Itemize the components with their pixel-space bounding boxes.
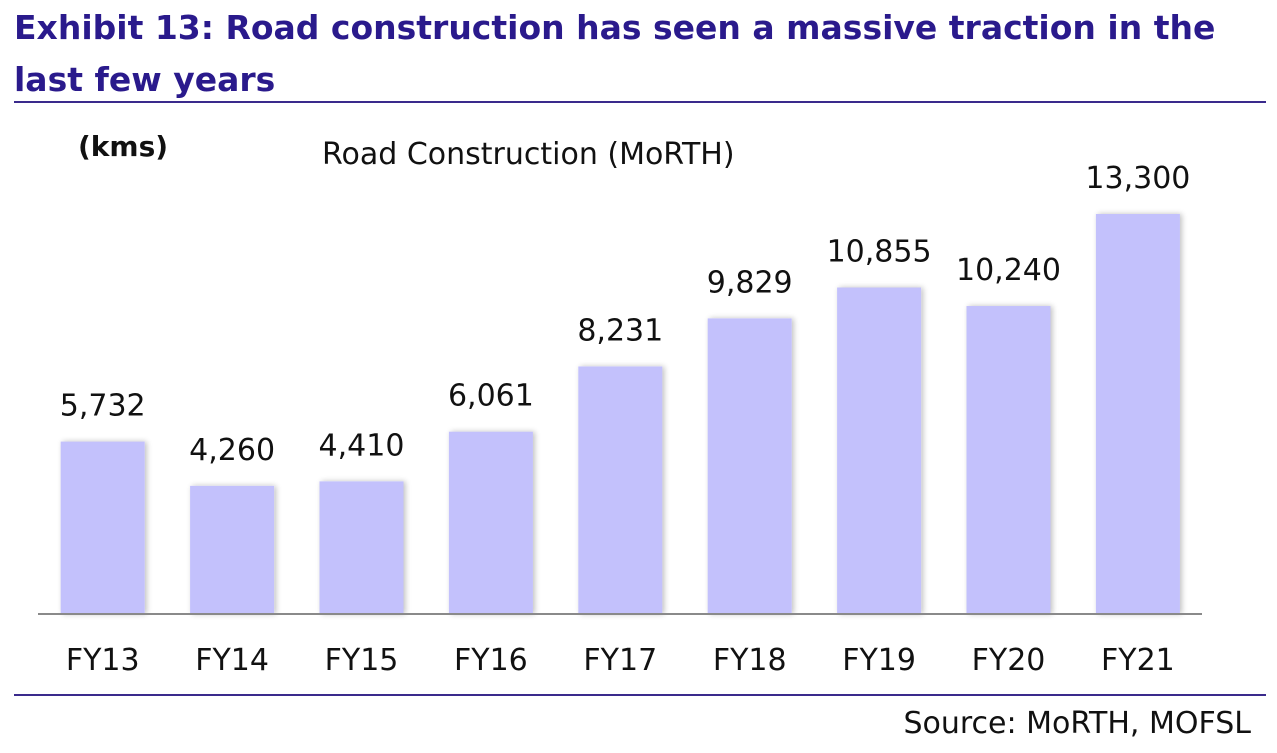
exhibit-title: Exhibit 13: Road construction has seen a…: [14, 8, 1216, 99]
x-tick-fy21: FY21: [1101, 643, 1175, 678]
data-label-fy20: 10,240: [956, 253, 1061, 288]
bar-fy15: [319, 481, 404, 614]
source-note: Source: MoRTH, MOFSL: [903, 706, 1251, 741]
bar-fy20: [966, 306, 1051, 614]
x-tick-fy14: FY14: [195, 643, 269, 678]
bar-chart: 5,732 4,260 4,410 6,061 8,231 9,829 10,855 10,2…: [38, 161, 1202, 678]
data-label-fy19: 10,855: [827, 235, 932, 270]
data-label-fy21: 13,300: [1085, 161, 1190, 196]
data-label-fy14: 4,260: [189, 433, 275, 468]
bars: [60, 214, 1180, 614]
bar-fy21: [1095, 214, 1180, 614]
chart-title: Road Construction (MoRTH): [322, 137, 735, 172]
x-tick-fy20: FY20: [972, 643, 1046, 678]
x-tick-fy18: FY18: [713, 643, 787, 678]
bar-fy19: [837, 287, 922, 614]
bar-fy18: [707, 318, 792, 614]
data-label-fy18: 9,829: [707, 265, 793, 300]
y-axis-unit-label: (kms): [78, 130, 169, 163]
x-tick-fy16: FY16: [454, 643, 528, 678]
bar-fy14: [190, 485, 275, 614]
data-label-fy13: 5,732: [60, 389, 146, 424]
x-tick-fy13: FY13: [66, 643, 140, 678]
bar-fy17: [578, 366, 663, 614]
x-tick-fy15: FY15: [325, 643, 399, 678]
data-label-fy15: 4,410: [319, 428, 405, 463]
x-tick-labels: FY13 FY14 FY15 FY16 FY17 FY18 FY19 FY20 FY21: [66, 643, 1175, 678]
data-label-fy16: 6,061: [448, 379, 534, 414]
bar-fy16: [448, 431, 533, 614]
top-rule: [14, 101, 1266, 103]
x-tick-fy19: FY19: [842, 643, 916, 678]
bottom-rule: [14, 694, 1266, 696]
bar-fy13: [60, 441, 145, 614]
data-labels: 5,732 4,260 4,410 6,061 8,231 9,829 10,855 10,2…: [60, 161, 1191, 468]
x-tick-fy17: FY17: [583, 643, 657, 678]
data-label-fy17: 8,231: [577, 313, 663, 348]
